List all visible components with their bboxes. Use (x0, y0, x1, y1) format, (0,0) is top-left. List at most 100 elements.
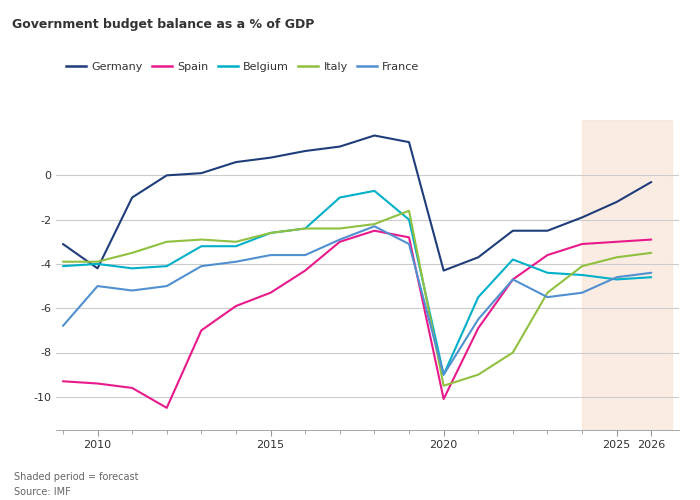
Belgium (578, 272, 587, 278)
Spain (509, 276, 517, 282)
Text: Shaded period = forecast: Shaded period = forecast (14, 472, 139, 482)
France (405, 241, 413, 247)
France (647, 270, 655, 276)
France (578, 290, 587, 296)
Spain (578, 241, 587, 247)
Belgium (612, 276, 621, 282)
Germany (509, 228, 517, 234)
France (440, 372, 448, 378)
Germany (128, 194, 136, 200)
Italy (232, 239, 240, 245)
Spain (543, 252, 552, 258)
Spain (128, 385, 136, 391)
Belgium (232, 243, 240, 249)
Spain (647, 236, 655, 242)
Italy (370, 221, 379, 227)
Italy (440, 382, 448, 388)
Italy (59, 258, 67, 264)
Belgium (93, 261, 102, 267)
France (267, 252, 275, 258)
France (162, 283, 171, 289)
Belgium (647, 274, 655, 280)
Italy (267, 230, 275, 236)
Italy (543, 290, 552, 296)
Germany (405, 139, 413, 145)
Germany (335, 144, 344, 150)
Spain (440, 396, 448, 402)
Spain (612, 239, 621, 245)
Italy (128, 250, 136, 256)
Belgium (405, 216, 413, 222)
Italy (335, 226, 344, 232)
Germany (647, 179, 655, 185)
France (232, 258, 240, 264)
France (197, 263, 206, 269)
Spain (93, 380, 102, 386)
Line: France: France (63, 226, 651, 374)
Belgium (128, 266, 136, 272)
Spain (162, 405, 171, 411)
Belgium (335, 194, 344, 200)
France (509, 276, 517, 282)
Italy (93, 258, 102, 264)
Text: Source: IMF: Source: IMF (14, 487, 71, 497)
Italy (197, 236, 206, 242)
Germany (612, 199, 621, 205)
Belgium (197, 243, 206, 249)
France (128, 288, 136, 294)
France (335, 236, 344, 242)
Germany (301, 148, 309, 154)
France (93, 283, 102, 289)
Spain (232, 303, 240, 309)
Italy (301, 226, 309, 232)
Line: Italy: Italy (63, 211, 651, 386)
Italy (647, 250, 655, 256)
Italy (162, 239, 171, 245)
Spain (370, 228, 379, 234)
Italy (474, 372, 482, 378)
Germany (162, 172, 171, 178)
Belgium (59, 263, 67, 269)
Belgium (162, 263, 171, 269)
France (543, 294, 552, 300)
Italy (612, 254, 621, 260)
Line: Spain: Spain (63, 230, 651, 408)
France (301, 252, 309, 258)
France (59, 323, 67, 329)
Germany (59, 241, 67, 247)
Spain (335, 239, 344, 245)
Germany (543, 228, 552, 234)
Italy (578, 263, 587, 269)
Italy (405, 208, 413, 214)
Belgium (370, 188, 379, 194)
Spain (405, 234, 413, 240)
Line: Germany: Germany (63, 136, 651, 270)
Belgium (301, 226, 309, 232)
Spain (474, 325, 482, 331)
Germany (93, 266, 102, 272)
France (370, 224, 379, 230)
France (474, 316, 482, 322)
Germany (474, 254, 482, 260)
Italy (509, 350, 517, 356)
Germany (232, 159, 240, 165)
Spain (59, 378, 67, 384)
Belgium (474, 294, 482, 300)
Bar (582, 120, 672, 430)
Belgium (543, 270, 552, 276)
Spain (197, 328, 206, 334)
Germany (267, 154, 275, 160)
Legend: Germany, Spain, Belgium, Italy, France: Germany, Spain, Belgium, Italy, France (62, 58, 424, 76)
Text: Government budget balance as a % of GDP: Government budget balance as a % of GDP (13, 18, 315, 30)
Germany (440, 268, 448, 274)
France (612, 274, 621, 280)
Germany (197, 170, 206, 176)
Spain (301, 268, 309, 274)
Line: Belgium: Belgium (63, 191, 651, 374)
Germany (578, 214, 587, 220)
Belgium (440, 372, 448, 378)
Belgium (509, 256, 517, 262)
Spain (267, 290, 275, 296)
Germany (370, 132, 379, 138)
Belgium (267, 230, 275, 236)
